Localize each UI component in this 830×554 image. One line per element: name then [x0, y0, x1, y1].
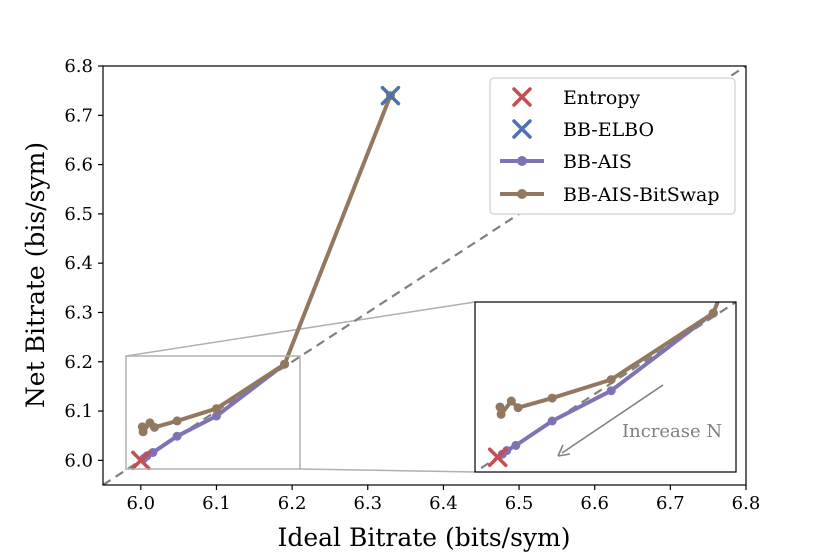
y-axis-ticks: 6.0 6.1 6.2 6.3 6.4 6.5 6.6 6.7 6.8	[64, 56, 103, 471]
inset-frame	[474, 301, 737, 473]
data-point-bb-ais-bitswap	[606, 375, 616, 385]
x-tick-label: 6.6	[580, 493, 609, 514]
legend-bb-ais-label: BB-AIS	[563, 151, 632, 173]
y-tick-label: 6.6	[64, 155, 93, 176]
data-point-bb-ais-bitswap	[211, 404, 221, 414]
legend-bb-elbo-label: BB-ELBO	[563, 119, 654, 141]
data-point-bb-ais-bitswap	[708, 308, 718, 318]
data-point-bb-ais-bitswap	[506, 396, 516, 406]
x-tick-label: 6.4	[429, 493, 458, 514]
x-tick-label: 6.3	[353, 493, 382, 514]
inset-connector-bottom	[299, 468, 476, 473]
y-tick-label: 6.7	[64, 105, 93, 126]
data-point-bb-ais-bitswap	[513, 403, 523, 413]
plot-frame	[102, 65, 747, 486]
marker-entropy	[487, 447, 508, 467]
y-tick-label: 6.0	[64, 450, 93, 471]
reference-line-y-equals-x	[103, 66, 746, 485]
inset-annotation: Increase N	[622, 421, 722, 442]
x-tick-label: 6.2	[278, 493, 307, 514]
data-point-bb-ais-bitswap	[137, 422, 147, 432]
y-tick-label: 6.5	[64, 204, 93, 225]
increase-n-arrowhead	[557, 444, 571, 457]
x-tick-label: 6.7	[656, 493, 685, 514]
legend-bitswap-label: BB-AIS-BitSwap	[563, 184, 720, 206]
data-point-bb-ais	[172, 431, 182, 441]
y-tick-label: 6.3	[64, 302, 93, 323]
main-plot	[103, 66, 746, 485]
legend-box	[489, 77, 736, 215]
legend-bitswap-icon	[500, 189, 544, 199]
y-tick-label: 6.1	[64, 401, 93, 422]
y-tick-label: 6.2	[64, 352, 93, 373]
x-axis-label: Ideal Bitrate (bits/sym)	[277, 523, 570, 552]
y-tick-label: 6.8	[64, 56, 93, 77]
y-tick-label: 6.4	[64, 253, 93, 274]
x-tick-label: 6.5	[505, 493, 534, 514]
data-point-bb-ais	[547, 416, 557, 426]
marker-bb-elbo	[380, 85, 401, 106]
x-tick-label: 6.8	[732, 493, 761, 514]
legend-entropy-label: Entropy	[563, 87, 640, 109]
data-point-bb-ais	[511, 440, 521, 450]
series-line-bb-ais-bitswap	[140, 94, 393, 434]
data-point-bb-ais-bitswap	[547, 393, 557, 403]
legend-bb-ais-icon	[500, 156, 544, 166]
inset-plot	[475, 302, 736, 472]
x-tick-label: 6.0	[127, 493, 156, 514]
data-point-bb-ais-bitswap	[495, 402, 505, 412]
data-point-bb-ais	[606, 386, 616, 396]
data-point-bb-ais-bitswap	[496, 409, 506, 419]
data-point-bb-ais	[148, 447, 158, 457]
zoom-region	[125, 355, 301, 470]
x-axis-ticks: 6.0 6.1 6.2 6.3 6.4 6.5 6.6 6.7 6.8	[127, 485, 761, 514]
data-point-bb-ais-bitswap	[172, 416, 182, 426]
legend: Entropy BB-ELBO BB-AIS BB-AIS-BitSwap	[489, 77, 736, 215]
legend-entropy-icon	[512, 87, 532, 107]
data-point-bb-ais-bitswap	[280, 359, 290, 369]
y-axis-label: Net Bitrate (bis/sym)	[21, 142, 50, 408]
legend-bb-elbo-icon	[512, 119, 532, 139]
data-point-bb-ais	[211, 411, 221, 421]
increase-n-arrow	[561, 384, 664, 454]
x-tick-label: 6.1	[202, 493, 231, 514]
marker-entropy	[131, 450, 151, 471]
data-point-bb-ais-bitswap	[145, 418, 155, 428]
